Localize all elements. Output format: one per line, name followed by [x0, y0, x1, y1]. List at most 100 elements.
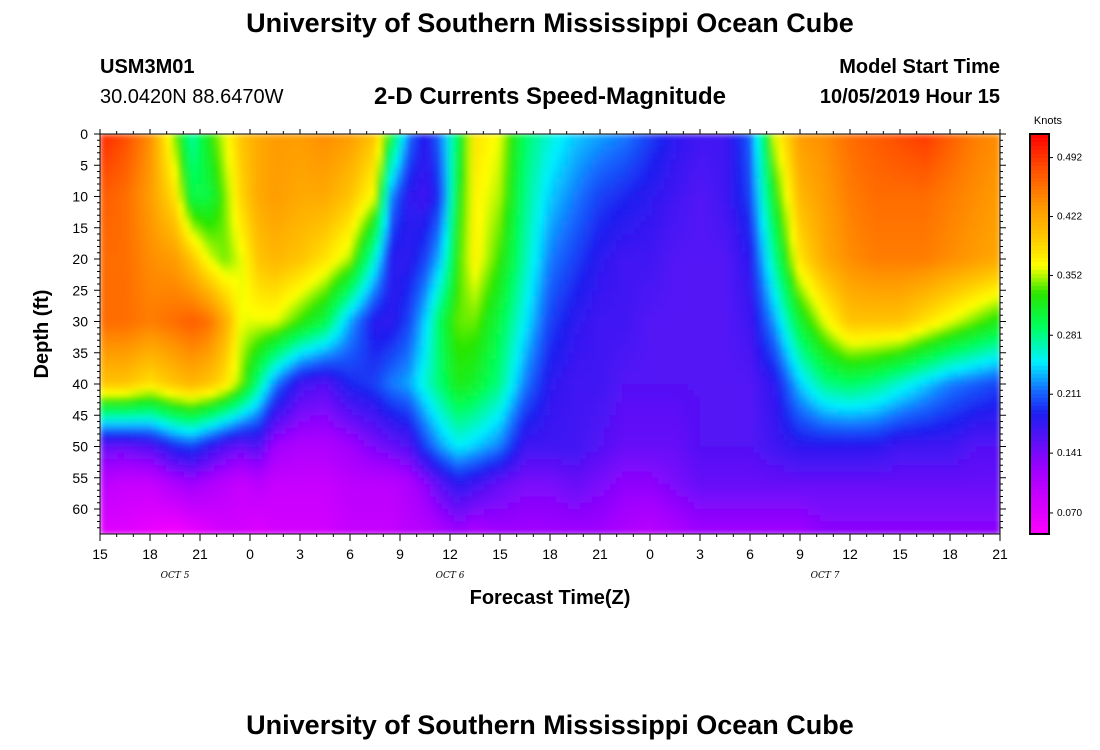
heatmap-cell [196, 202, 203, 210]
heatmap-cell [280, 390, 287, 398]
heatmap-cell [238, 452, 245, 460]
heatmap-cell [496, 515, 503, 523]
heatmap-cell [100, 434, 107, 442]
heatmap-cell [136, 521, 143, 529]
heatmap-cell [562, 240, 569, 248]
heatmap-cell [478, 284, 485, 292]
heatmap-cell [334, 259, 341, 267]
heatmap-cell [544, 384, 551, 392]
heatmap-cell [148, 302, 155, 310]
heatmap-cell [484, 515, 491, 523]
heatmap-cell [364, 302, 371, 310]
heatmap-cell [202, 402, 209, 410]
heatmap-cell [490, 334, 497, 342]
heatmap-cell [538, 221, 545, 229]
heatmap-cell [442, 234, 449, 242]
heatmap-cell [436, 302, 443, 310]
heatmap-cell [154, 184, 161, 192]
heatmap-cell [238, 496, 245, 504]
heatmap-cell [448, 452, 455, 460]
heatmap-cell [388, 359, 395, 367]
heatmap-cell [166, 321, 173, 329]
heatmap-cell [454, 327, 461, 335]
heatmap-cell [292, 359, 299, 367]
heatmap-cell [238, 309, 245, 317]
heatmap-cell [388, 352, 395, 360]
heatmap-cell [106, 209, 113, 217]
heatmap-cell [112, 421, 119, 429]
heatmap-cell [310, 252, 317, 260]
heatmap-cell [448, 434, 455, 442]
heatmap-cell [298, 296, 305, 304]
heatmap-cell [514, 246, 521, 254]
heatmap-cell [550, 259, 557, 267]
heatmap-cell [370, 384, 377, 392]
heatmap-cell [346, 284, 353, 292]
heatmap-cell [190, 371, 197, 379]
heatmap-cell [538, 496, 545, 504]
heatmap-cell [238, 527, 245, 534]
heatmap-cell [130, 159, 137, 167]
heatmap-cell [244, 134, 251, 142]
heatmap-cell [328, 190, 335, 198]
heatmap-cell [562, 165, 569, 173]
heatmap-cell [160, 490, 167, 498]
heatmap-cell [358, 334, 365, 342]
heatmap-cell [160, 471, 167, 479]
heatmap-cell [490, 527, 497, 534]
heatmap-cell [232, 490, 239, 498]
heatmap-cell [268, 171, 275, 179]
heatmap-cell [118, 215, 125, 223]
heatmap-cell [124, 146, 131, 154]
heatmap-cell [460, 196, 467, 204]
heatmap-cell [520, 309, 527, 317]
heatmap-cell [316, 159, 323, 167]
heatmap-cell [214, 440, 221, 448]
heatmap-cell [130, 315, 137, 323]
heatmap-cell [454, 521, 461, 529]
heatmap-cell [514, 184, 521, 192]
heatmap-cell [130, 221, 137, 229]
heatmap-cell [256, 446, 263, 454]
heatmap-cell [538, 521, 545, 529]
heatmap-cell [352, 515, 359, 523]
heatmap-cell [388, 527, 395, 534]
heatmap-cell [118, 277, 125, 285]
heatmap-cell [478, 184, 485, 192]
heatmap-cell [310, 177, 317, 185]
heatmap-cell [466, 484, 473, 492]
heatmap-cell [202, 246, 209, 254]
heatmap-cell [436, 202, 443, 210]
heatmap-cell [520, 296, 527, 304]
heatmap-cell [460, 465, 467, 473]
heatmap-cell [382, 515, 389, 523]
heatmap-cell [322, 396, 329, 404]
heatmap-cell [352, 240, 359, 248]
heatmap-cell [430, 396, 437, 404]
heatmap-cell [148, 434, 155, 442]
heatmap-cell [346, 384, 353, 392]
heatmap-cell [172, 359, 179, 367]
heatmap-cell [370, 315, 377, 323]
heatmap-cell [544, 402, 551, 410]
heatmap-cell [322, 209, 329, 217]
heatmap-cell [322, 315, 329, 323]
heatmap-cell [490, 509, 497, 517]
heatmap-cell [232, 327, 239, 335]
heatmap-cell [346, 527, 353, 534]
heatmap-cell [490, 346, 497, 354]
heatmap-cell [472, 234, 479, 242]
heatmap-cell [100, 496, 107, 504]
heatmap-cell [346, 246, 353, 254]
heatmap-cell [382, 471, 389, 479]
heatmap-cell [550, 452, 557, 460]
heatmap-cell [340, 327, 347, 335]
heatmap-cell [148, 446, 155, 454]
heatmap-cell [322, 221, 329, 229]
heatmap-cell [370, 290, 377, 298]
heatmap-cell [208, 196, 215, 204]
heatmap-cell [208, 152, 215, 160]
heatmap-cell [112, 440, 119, 448]
heatmap-cell [100, 140, 107, 148]
heatmap-cell [334, 527, 341, 534]
